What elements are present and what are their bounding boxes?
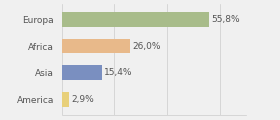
Text: 2,9%: 2,9%: [71, 95, 94, 104]
Bar: [62, 65, 102, 80]
Bar: [62, 12, 209, 27]
Text: 26,0%: 26,0%: [132, 42, 161, 51]
Bar: [62, 39, 130, 53]
Bar: [62, 92, 69, 107]
Text: 55,8%: 55,8%: [211, 15, 240, 24]
Text: 15,4%: 15,4%: [104, 68, 133, 77]
